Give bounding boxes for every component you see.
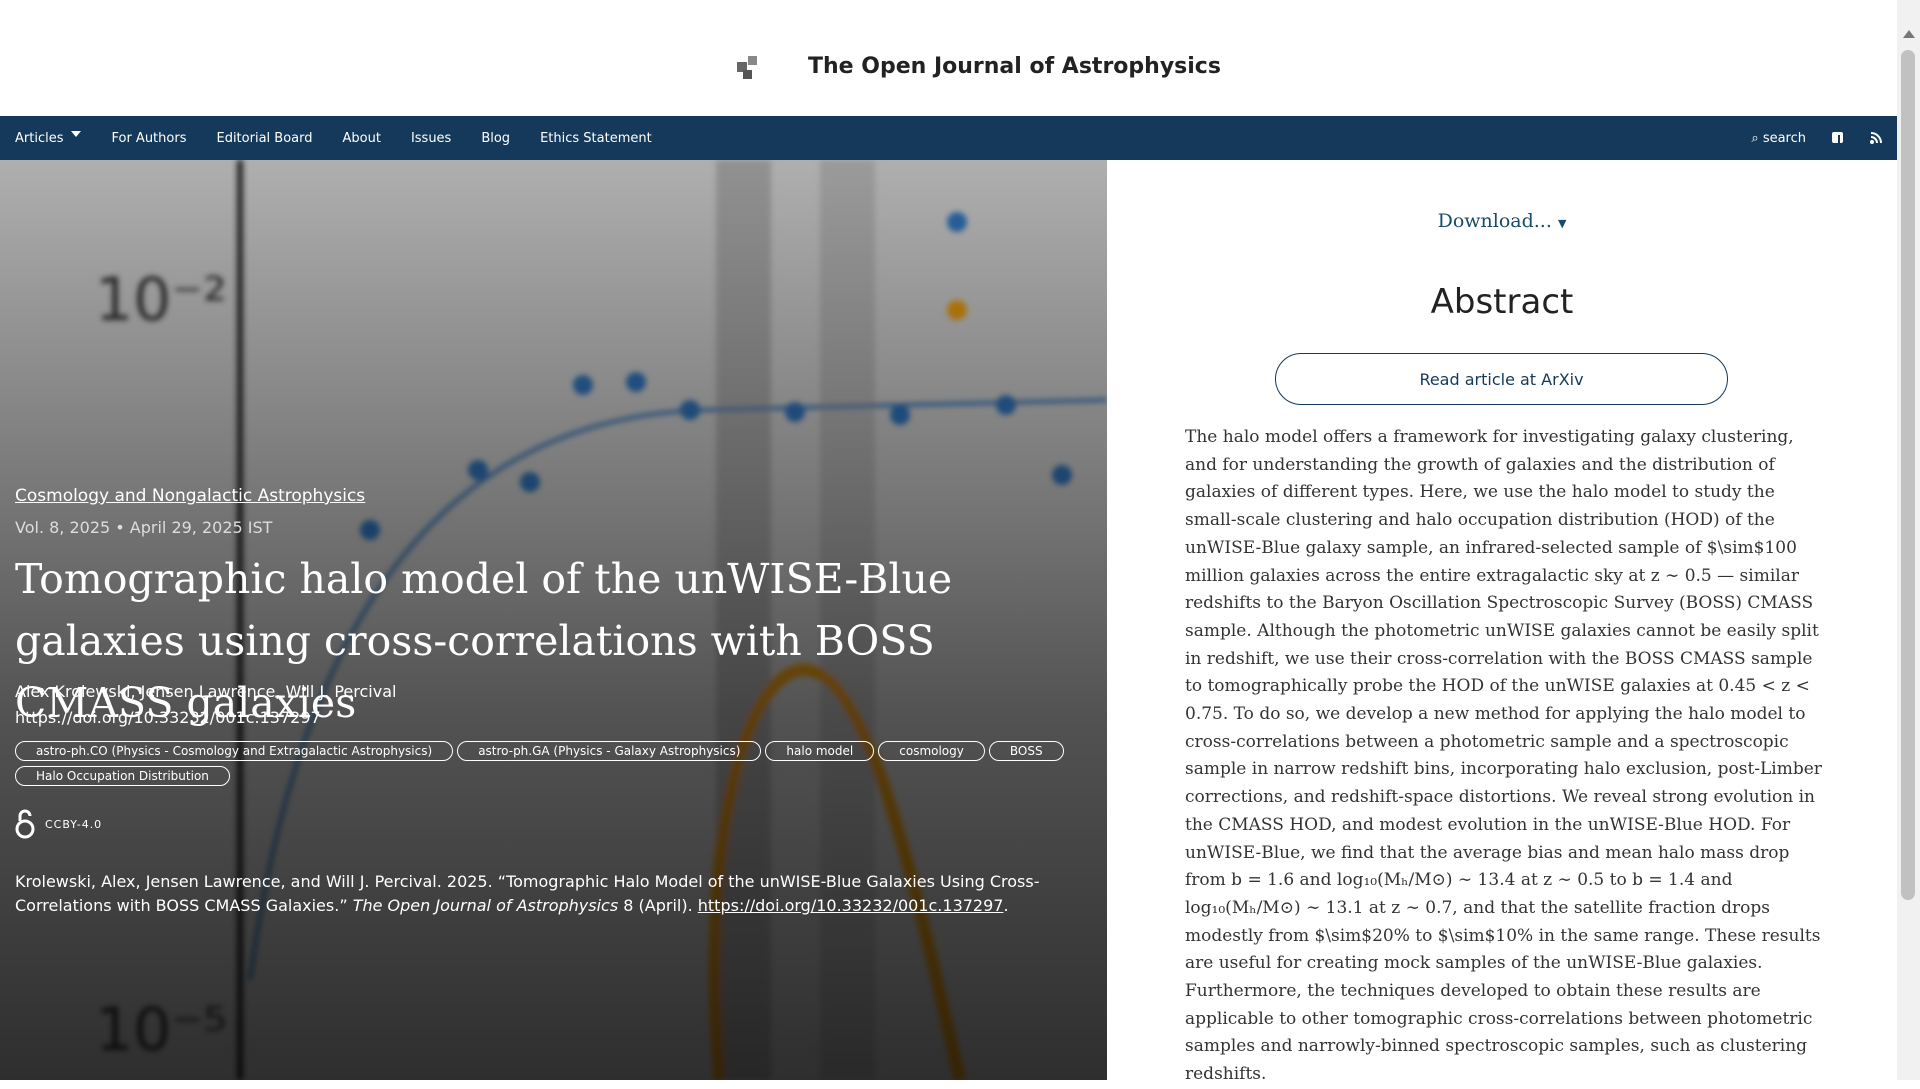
- arxiv-button[interactable]: Read article at ArXiv: [1275, 353, 1728, 405]
- nav-item[interactable]: About: [342, 130, 381, 146]
- tag[interactable]: cosmology: [878, 741, 985, 761]
- site-title[interactable]: The Open Journal of Astrophysics: [808, 54, 1221, 79]
- nav-item[interactable]: Articles: [15, 130, 64, 146]
- facebook-icon[interactable]: [1832, 132, 1844, 144]
- citation: Krolewski, Alex, Jensen Lawrence, and Wi…: [15, 870, 1095, 918]
- category-link[interactable]: Cosmology and Nongalactic Astrophysics: [15, 486, 366, 506]
- nav-items: Articles For Authors Editorial Board About I…: [15, 130, 682, 146]
- nav-item[interactable]: Issues: [410, 130, 452, 146]
- nav-item[interactable]: Editorial Board: [216, 130, 313, 146]
- citation-journal: The Open Journal of Astrophysics: [352, 896, 619, 915]
- sidebar: Download... ▼ Abstract Read article at A…: [1107, 160, 1897, 1084]
- doi[interactable]: https://doi.org/10.33232/001c.137297: [15, 708, 321, 727]
- meta: Vol. 8, 2025 • April 29, 2025 IST: [15, 518, 273, 537]
- logo: [737, 56, 757, 79]
- tag[interactable]: Halo Occupation Distribution: [15, 766, 230, 786]
- scroll-up[interactable]: [1903, 30, 1915, 38]
- hero: 10⁻² 10⁻⁵ Cosmology and Nongalactic Astr…: [0, 160, 1107, 1080]
- nav-right: ⌕ search: [1751, 116, 1882, 160]
- download-label[interactable]: Download...: [1437, 210, 1552, 232]
- header: The Open Journal of Astrophysics: [0, 0, 1897, 116]
- tag[interactable]: astro-ph.CO (Physics - Cosmology and Ext…: [15, 741, 454, 761]
- open-access-icon: [15, 809, 35, 839]
- article-title: Tomographic halo model of the unWISE-Blu…: [15, 555, 953, 727]
- authors: Alex Krolewski, Jensen Lawrence, Will J.…: [15, 682, 397, 701]
- citation-link[interactable]: https://doi.org/10.33232/001c.137297: [697, 896, 1004, 915]
- tags: astro-ph.CO (Physics - Cosmology and Ext…: [15, 740, 1075, 790]
- search-label[interactable]: search: [1762, 130, 1806, 146]
- hero-background: 10⁻² 10⁻⁵: [0, 160, 1107, 1080]
- abstract-text: The halo model offers a framework for in…: [1185, 427, 1822, 1085]
- scrollbar[interactable]: [1897, 0, 1920, 1080]
- dropdown-caret: [71, 130, 82, 146]
- download[interactable]: Download... ▼: [1437, 210, 1567, 232]
- search[interactable]: ⌕ search: [1751, 130, 1806, 146]
- nav-item[interactable]: Ethics Statement: [540, 130, 652, 146]
- license: CCBY-4.0: [15, 808, 102, 840]
- citation-text: Krolewski, Alex, Jensen Lawrence, and Wi…: [15, 872, 1040, 915]
- tag[interactable]: BOSS: [988, 741, 1064, 761]
- abstract-heading: Abstract: [1430, 282, 1574, 322]
- license-label: CCBY-4.0: [45, 817, 103, 831]
- nav-bar: Articles For Authors Editorial Board About I…: [0, 116, 1897, 160]
- tag[interactable]: halo model: [765, 741, 875, 761]
- citation-text: 8 (April).: [618, 896, 698, 915]
- nav-item[interactable]: Blog: [481, 130, 511, 146]
- scroll-thumb[interactable]: [1901, 50, 1915, 900]
- rss-icon[interactable]: [1870, 132, 1882, 144]
- tag[interactable]: astro-ph.GA (Physics - Galaxy Astrophysi…: [457, 741, 762, 761]
- citation-text: .: [1003, 896, 1009, 915]
- nav-item[interactable]: For Authors: [111, 130, 187, 146]
